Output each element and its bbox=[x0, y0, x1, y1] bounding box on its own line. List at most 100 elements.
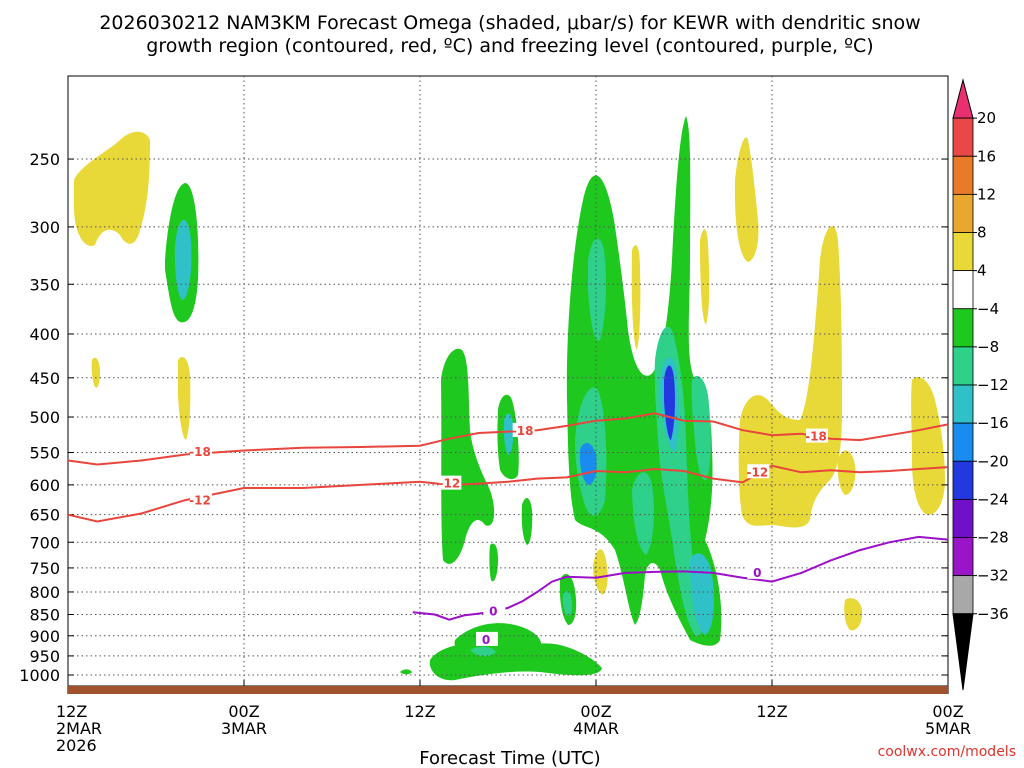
contour-label-bg bbox=[476, 631, 498, 646]
contour-label-bg bbox=[512, 422, 535, 437]
positive-omega-region bbox=[178, 356, 191, 440]
colorbar-label: −36 bbox=[977, 605, 1009, 623]
contour-label: -12 bbox=[189, 494, 211, 508]
x-tick-label: 12Z bbox=[756, 702, 787, 721]
y-tick-label: 850 bbox=[29, 606, 60, 625]
colorbar-segment bbox=[952, 117, 974, 157]
colorbar-segment bbox=[952, 346, 974, 386]
colorbar: 20 16 12 8 4 −4 −8 −12 −16 −20 −24 −28 −32 −36 bbox=[952, 78, 1009, 691]
positive-omega-region bbox=[593, 549, 608, 595]
colorbar-segment bbox=[952, 193, 974, 233]
positive-omega-region bbox=[734, 137, 759, 262]
contour-label: 0 bbox=[489, 604, 497, 618]
contour-line-0 bbox=[412, 535, 949, 621]
contour-label: 0 bbox=[753, 566, 761, 580]
contour-label-bg bbox=[439, 475, 462, 490]
negative-omega-region bbox=[489, 543, 498, 582]
contour-line--12 bbox=[67, 464, 949, 523]
colorbar-segment bbox=[952, 422, 974, 462]
y-tick-label: 750 bbox=[29, 559, 60, 578]
negative-omega-region bbox=[174, 219, 192, 300]
x-axis-label: Forecast Time (UTC) bbox=[419, 748, 600, 768]
contour-label-bg bbox=[747, 564, 770, 579]
contour-lines: -18 -18 -18 -12 -12 -12 0 0 0 bbox=[67, 412, 949, 647]
x-tick-label: 12Z bbox=[404, 702, 435, 721]
omega-shading bbox=[74, 116, 945, 681]
contour-label: -12 bbox=[438, 477, 460, 491]
colorbar-segment bbox=[952, 270, 974, 310]
ground-surface bbox=[68, 686, 948, 694]
negative-omega-region bbox=[503, 413, 514, 455]
contour-label-bg bbox=[483, 603, 506, 618]
y-tick-label: 250 bbox=[29, 150, 60, 169]
y-tick-label: 700 bbox=[29, 533, 60, 552]
positive-omega-region bbox=[74, 131, 150, 246]
positive-omega-region bbox=[738, 226, 842, 528]
contour-label: -18 bbox=[805, 430, 827, 444]
colorbar-label: −24 bbox=[977, 490, 1009, 508]
negative-omega-region bbox=[691, 375, 711, 481]
colorbar-top-arrow bbox=[952, 78, 974, 119]
colorbar-segment bbox=[952, 308, 974, 348]
positive-omega-region bbox=[91, 357, 100, 388]
colorbar-segment bbox=[952, 232, 974, 272]
y-tick-label: 350 bbox=[29, 275, 60, 294]
y-tick-label: 600 bbox=[29, 476, 60, 495]
x-tick-label: 00Z bbox=[228, 702, 259, 721]
contour-label: -12 bbox=[746, 465, 768, 479]
y-tick-label: 900 bbox=[29, 627, 60, 646]
colorbar-segment bbox=[952, 537, 974, 577]
negative-omega-region bbox=[562, 590, 573, 616]
contour-label-bg bbox=[190, 443, 212, 458]
y-tick-label: 800 bbox=[29, 583, 60, 602]
contour-label: -18 bbox=[512, 424, 534, 438]
colorbar-segment bbox=[952, 460, 974, 500]
colorbar-label: 8 bbox=[977, 224, 987, 242]
x-tick-label: 4MAR bbox=[573, 719, 619, 738]
y-tick-label: 1000 bbox=[19, 666, 60, 685]
contour-label: 0 bbox=[482, 633, 490, 647]
negative-omega-region bbox=[400, 669, 412, 675]
negative-omega-region bbox=[470, 646, 496, 657]
negative-omega-region bbox=[664, 365, 675, 440]
x-tick-label: 00Z bbox=[580, 702, 611, 721]
y-axis-ticks: 250 300 350 400 450 500 550 600 650 700 750 800 850 9… bbox=[19, 150, 948, 685]
negative-omega-region bbox=[441, 348, 495, 564]
colorbar-label: 16 bbox=[977, 147, 996, 165]
x-tick-label: 2026 bbox=[56, 736, 97, 755]
contour-label-bg bbox=[190, 492, 212, 507]
y-tick-label: 550 bbox=[29, 443, 60, 462]
positive-omega-region bbox=[844, 598, 863, 631]
colorbar-label: 12 bbox=[977, 185, 996, 203]
x-tick-label: 5MAR bbox=[925, 719, 971, 738]
colorbar-label: −16 bbox=[977, 414, 1009, 432]
colorbar-segment bbox=[952, 384, 974, 424]
colorbar-label: −32 bbox=[977, 567, 1009, 585]
y-tick-label: 400 bbox=[29, 325, 60, 344]
positive-omega-region bbox=[700, 229, 710, 325]
colorbar-segment bbox=[952, 575, 974, 615]
x-tick-label: 12Z bbox=[56, 702, 87, 721]
colorbar-bottom-arrow bbox=[952, 613, 974, 691]
contour-label-bg bbox=[747, 464, 770, 479]
chart-title-line-1: 2026030212 NAM3KM Forecast Omega (shaded… bbox=[99, 12, 920, 34]
colorbar-label: 4 bbox=[977, 262, 987, 280]
credit-text: coolwx.com/models bbox=[878, 744, 1016, 760]
y-tick-label: 950 bbox=[29, 647, 60, 666]
colorbar-segment bbox=[952, 498, 974, 538]
contour-label: -18 bbox=[189, 445, 211, 459]
colorbar-label: −20 bbox=[977, 452, 1009, 470]
colorbar-label: −4 bbox=[977, 300, 999, 318]
colorbar-label: 20 bbox=[977, 109, 996, 127]
negative-omega-region bbox=[521, 498, 533, 545]
x-tick-label: 3MAR bbox=[221, 719, 267, 738]
negative-omega-region bbox=[588, 238, 607, 341]
colorbar-label: −28 bbox=[977, 529, 1009, 547]
positive-omega-region bbox=[911, 376, 945, 515]
colorbar-label: −12 bbox=[977, 376, 1009, 394]
x-tick-label: 00Z bbox=[932, 702, 963, 721]
chart-title-line-2: growth region (contoured, red, ºC) and f… bbox=[146, 35, 873, 57]
y-tick-label: 300 bbox=[29, 218, 60, 237]
